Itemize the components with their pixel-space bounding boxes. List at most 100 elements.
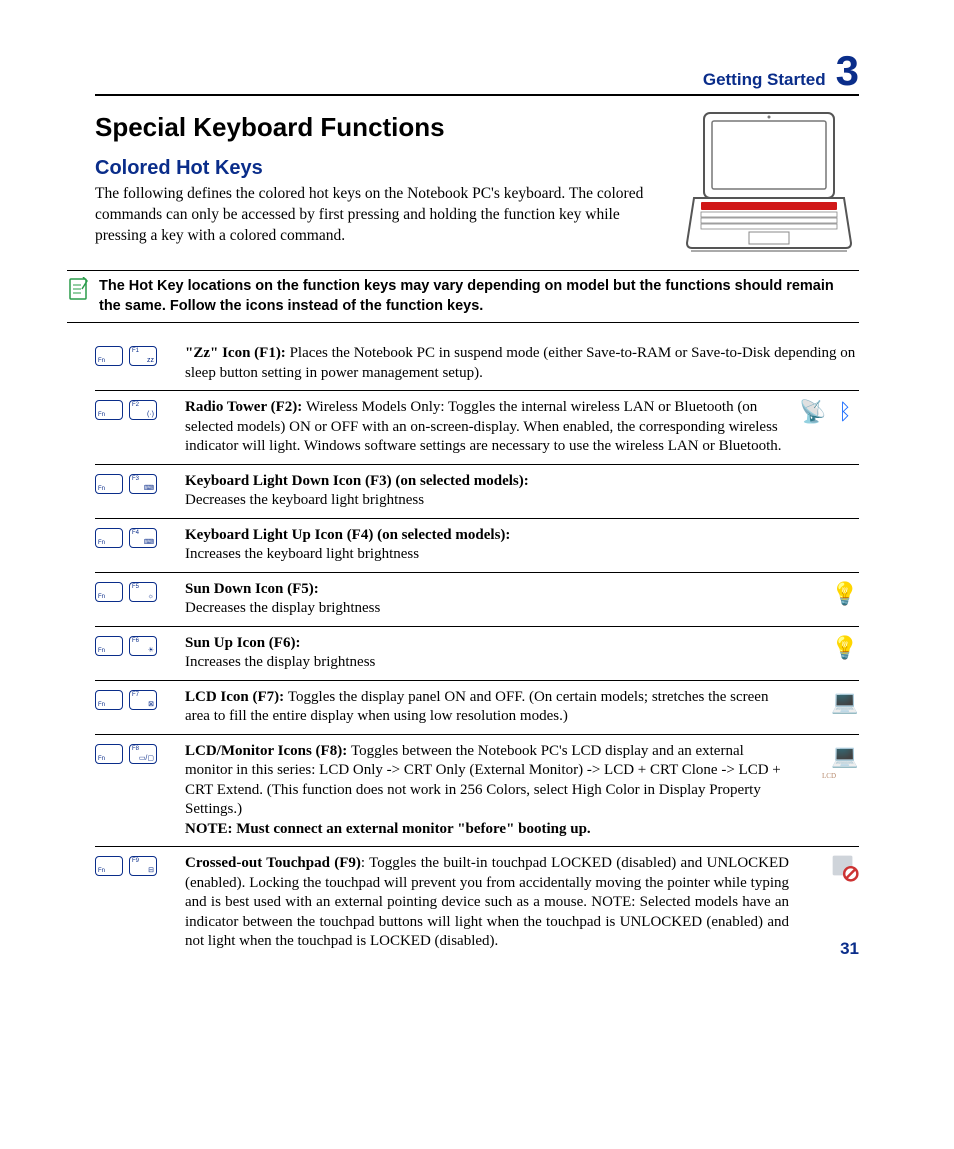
section-title: Getting Started (703, 70, 826, 90)
hotkey-text: Decreases the display brightness (185, 600, 380, 616)
key-pair: F6 ☀ (95, 634, 175, 656)
fn-key-icon (95, 744, 123, 764)
side-icon (831, 854, 859, 882)
side-icon-group: 📡ᛒ (799, 398, 859, 426)
hotkey-name: Sun Down Icon (F5): (185, 581, 319, 597)
side-icon: 💻 (831, 742, 859, 770)
side-icon: 📡 (799, 398, 827, 426)
hotkey-description: Sun Down Icon (F5): Decreases the displa… (185, 580, 789, 619)
fn-key-icon (95, 474, 123, 494)
hotkey-text: Decreases the keyboard light brightness (185, 492, 424, 508)
fn-key-icon (95, 528, 123, 548)
fkey-glyph: ☼ (148, 593, 154, 600)
function-key-icon: F9 ⊟ (129, 856, 157, 876)
hotkey-row: F8▭/▢ LCD/Monitor Icons (F8): Toggles bet… (95, 735, 859, 848)
side-icon: ᛒ (831, 398, 859, 426)
side-icon-group: 💻 (799, 688, 859, 716)
hotkey-name: LCD Icon (F7): (185, 689, 288, 705)
fkey-label: F7 (132, 692, 139, 698)
hotkey-name: LCD/Monitor Icons (F8): (185, 743, 351, 759)
hotkey-row: F7 ⊠ LCD Icon (F7): Toggles the display pa… (95, 681, 859, 735)
key-pair: F8▭/▢ (95, 742, 175, 764)
hotkey-row: F4⌨ Keyboard Light Up Icon (F4) (on selec… (95, 519, 859, 573)
fn-key-icon (95, 690, 123, 710)
function-key-icon: F6 ☀ (129, 636, 157, 656)
section-subtitle: Colored Hot Keys (95, 157, 659, 180)
hotkey-row: F2(·) Radio Tower (F2): Wireless Models O… (95, 391, 859, 465)
hotkey-description: Sun Up Icon (F6): Increases the display … (185, 634, 789, 673)
note-callout: The Hot Key locations on the function ke… (67, 270, 859, 323)
hotkey-description: Radio Tower (F2): Wireless Models Only: … (185, 398, 789, 457)
fkey-label: F6 (132, 638, 139, 644)
fkey-glyph: ☀ (148, 647, 154, 654)
hotkey-row: F3 ⌨ Keyboard Light Down Icon (F3) (on sel… (95, 465, 859, 519)
key-pair: F9 ⊟ (95, 854, 175, 876)
function-key-icon: F1 zᴢ (129, 346, 157, 366)
note-icon (67, 277, 89, 307)
function-key-icon: F2(·) (129, 400, 157, 420)
fn-key-icon (95, 856, 123, 876)
hotkey-name: Radio Tower (F2): (185, 399, 306, 415)
fkey-glyph: ⌨ (144, 485, 154, 492)
page-number: 31 (840, 939, 859, 959)
hotkey-description: Crossed-out Touchpad (F9): Toggles the b… (185, 854, 789, 952)
function-key-icon: F7 ⊠ (129, 690, 157, 710)
side-icon-group: 💻 LCD (799, 742, 859, 780)
function-key-icon: F8▭/▢ (129, 744, 157, 764)
laptop-illustration (679, 108, 859, 258)
hotkey-text: Increases the keyboard light brightness (185, 546, 419, 562)
fkey-label: F5 (132, 584, 139, 590)
fkey-label: F2 (132, 402, 139, 408)
hotkey-row: F5 ☼ Sun Down Icon (F5): Decreases the dis… (95, 573, 859, 627)
fn-key-icon (95, 346, 123, 366)
fkey-glyph: zᴢ (147, 357, 154, 364)
hotkey-row: F9 ⊟ Crossed-out Touchpad (F9): Toggles th… (95, 847, 859, 959)
chapter-header: Getting Started 3 (95, 50, 859, 96)
key-pair: F4⌨ (95, 526, 175, 548)
key-pair: F7 ⊠ (95, 688, 175, 710)
fn-key-icon (95, 582, 123, 602)
fkey-glyph: ⊠ (148, 701, 154, 708)
key-pair: F2(·) (95, 398, 175, 420)
intro-paragraph: The following defines the colored hot ke… (95, 184, 659, 247)
key-pair: F5 ☼ (95, 580, 175, 602)
note-text: The Hot Key locations on the function ke… (99, 277, 859, 316)
hotkey-name: Keyboard Light Up Icon (F4) (on selected… (185, 527, 510, 543)
hotkey-description: Keyboard Light Down Icon (F3) (on select… (185, 472, 859, 511)
side-icon-group (799, 854, 859, 882)
hotkey-table: F1 zᴢ "Zz" Icon (F1): Places the Notebook … (95, 337, 859, 959)
side-icon: 💡 (831, 634, 859, 662)
side-icon-group: 💡 (799, 580, 859, 608)
fkey-glyph: ⊟ (148, 867, 154, 874)
fkey-label: F4 (132, 530, 139, 536)
side-icon-group: 💡 (799, 634, 859, 662)
function-key-icon: F4⌨ (129, 528, 157, 548)
hotkey-name: "Zz" Icon (F1): (185, 345, 290, 361)
fn-key-icon (95, 636, 123, 656)
hotkey-name: Keyboard Light Down Icon (F3) (on select… (185, 473, 529, 489)
hotkey-description: LCD/Monitor Icons (F8): Toggles between … (185, 742, 789, 840)
hotkey-name: Crossed-out Touchpad (F9) (185, 855, 361, 871)
fkey-label: F8 (132, 746, 139, 752)
chapter-number: 3 (836, 50, 859, 92)
fkey-label: F3 (132, 476, 139, 482)
fkey-label: F1 (132, 348, 139, 354)
hotkey-name: Sun Up Icon (F6): (185, 635, 300, 651)
side-icon: 💻 (831, 688, 859, 716)
hotkey-note: NOTE: Must connect an external monitor "… (185, 820, 789, 840)
hotkey-description: Keyboard Light Up Icon (F4) (on selected… (185, 526, 859, 565)
fn-key-icon (95, 400, 123, 420)
hotkey-description: LCD Icon (F7): Toggles the display panel… (185, 688, 789, 727)
key-pair: F1 zᴢ (95, 344, 175, 366)
hotkey-row: F1 zᴢ "Zz" Icon (F1): Places the Notebook … (95, 337, 859, 391)
page-title: Special Keyboard Functions (95, 112, 659, 143)
side-icon: 💡 (831, 580, 859, 608)
hotkey-description: "Zz" Icon (F1): Places the Notebook PC i… (185, 344, 859, 383)
key-pair: F3 ⌨ (95, 472, 175, 494)
hotkey-text: Increases the display brightness (185, 654, 375, 670)
side-icon-label: LCD (799, 772, 859, 780)
hotkey-row: F6 ☀ Sun Up Icon (F6): Increases the displ… (95, 627, 859, 681)
fkey-label: F9 (132, 858, 139, 864)
fkey-glyph: ▭/▢ (139, 755, 154, 762)
function-key-icon: F5 ☼ (129, 582, 157, 602)
